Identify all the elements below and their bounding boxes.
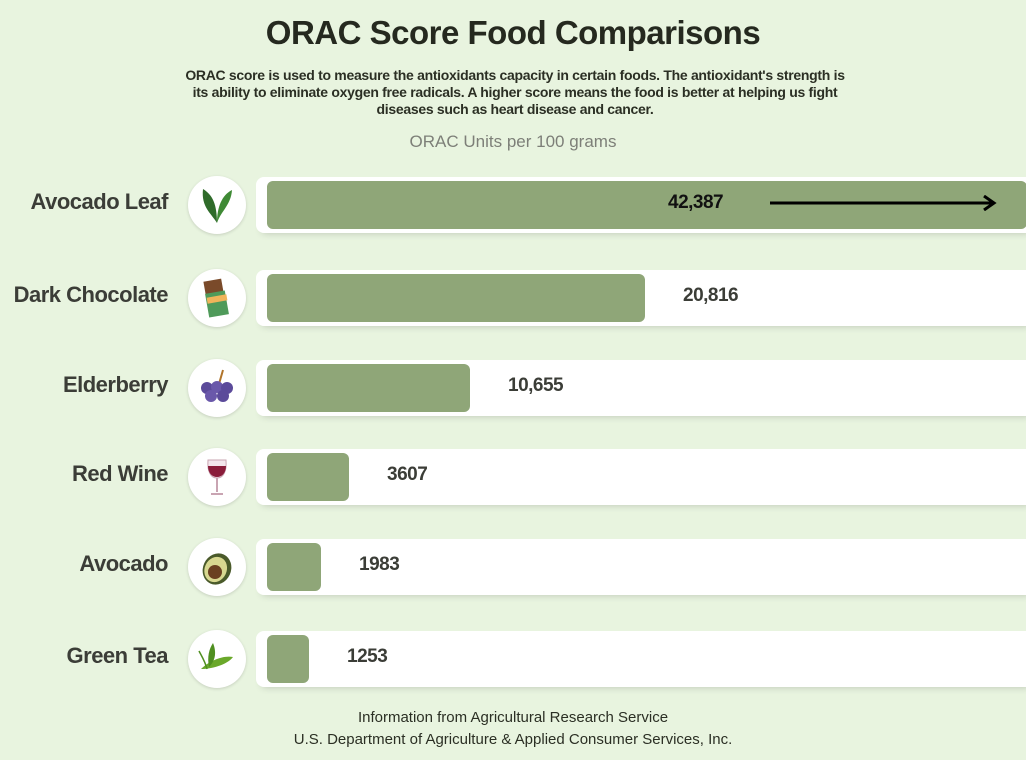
bar (267, 274, 645, 322)
chart-title: ORAC Score Food Comparisons (265, 14, 761, 51)
value-label: 10,655 (508, 375, 564, 396)
value-label: 3607 (387, 464, 428, 485)
bar (267, 453, 349, 501)
bar-track (256, 631, 1026, 687)
tea-leaf-icon (188, 630, 246, 688)
leaf-icon (188, 176, 246, 234)
unit-label: ORAC Units per 100 grams (409, 132, 617, 151)
footer: Information from Agricultural Research S… (0, 707, 1026, 751)
footer-source: Information from Agricultural Research S… (357, 709, 669, 726)
bar (267, 364, 470, 412)
arrow-right-icon (770, 195, 997, 211)
category-label: Dark Chocolate (13, 282, 169, 307)
bar-row: Green Tea 1253 (0, 629, 1026, 689)
chocolate-bar-icon (188, 269, 246, 327)
bar (267, 543, 321, 591)
bar-row: Red Wine 3607 (0, 447, 1026, 507)
value-label: 42,387 (668, 192, 724, 213)
category-label: Avocado Leaf (30, 189, 169, 214)
value-label: 1983 (359, 554, 400, 575)
avocado-icon (188, 538, 246, 596)
bar-row: Avocado Leaf 42,387 (0, 175, 1026, 235)
bar-track (256, 539, 1026, 595)
value-label: 20,816 (683, 285, 739, 306)
chart-subtitle: ORAC score is used to measure the antiox… (185, 67, 845, 117)
bar-row: Avocado 1983 (0, 537, 1026, 597)
value-label: 1253 (347, 646, 388, 667)
bar-track (256, 449, 1026, 505)
footer-org: U.S. Department of Agriculture & Applied… (293, 731, 733, 748)
elderberry-icon (188, 359, 246, 417)
bar-row: Elderberry 10,655 (0, 358, 1026, 418)
category-label: Avocado (79, 551, 168, 576)
bar-row: Dark Chocolate 20,816 (0, 268, 1026, 328)
category-label: Green Tea (66, 643, 169, 668)
bar (267, 635, 309, 683)
bar (267, 181, 1026, 229)
category-label: Elderberry (62, 372, 169, 397)
category-label: Red Wine (71, 461, 169, 486)
wine-glass-icon (188, 448, 246, 506)
